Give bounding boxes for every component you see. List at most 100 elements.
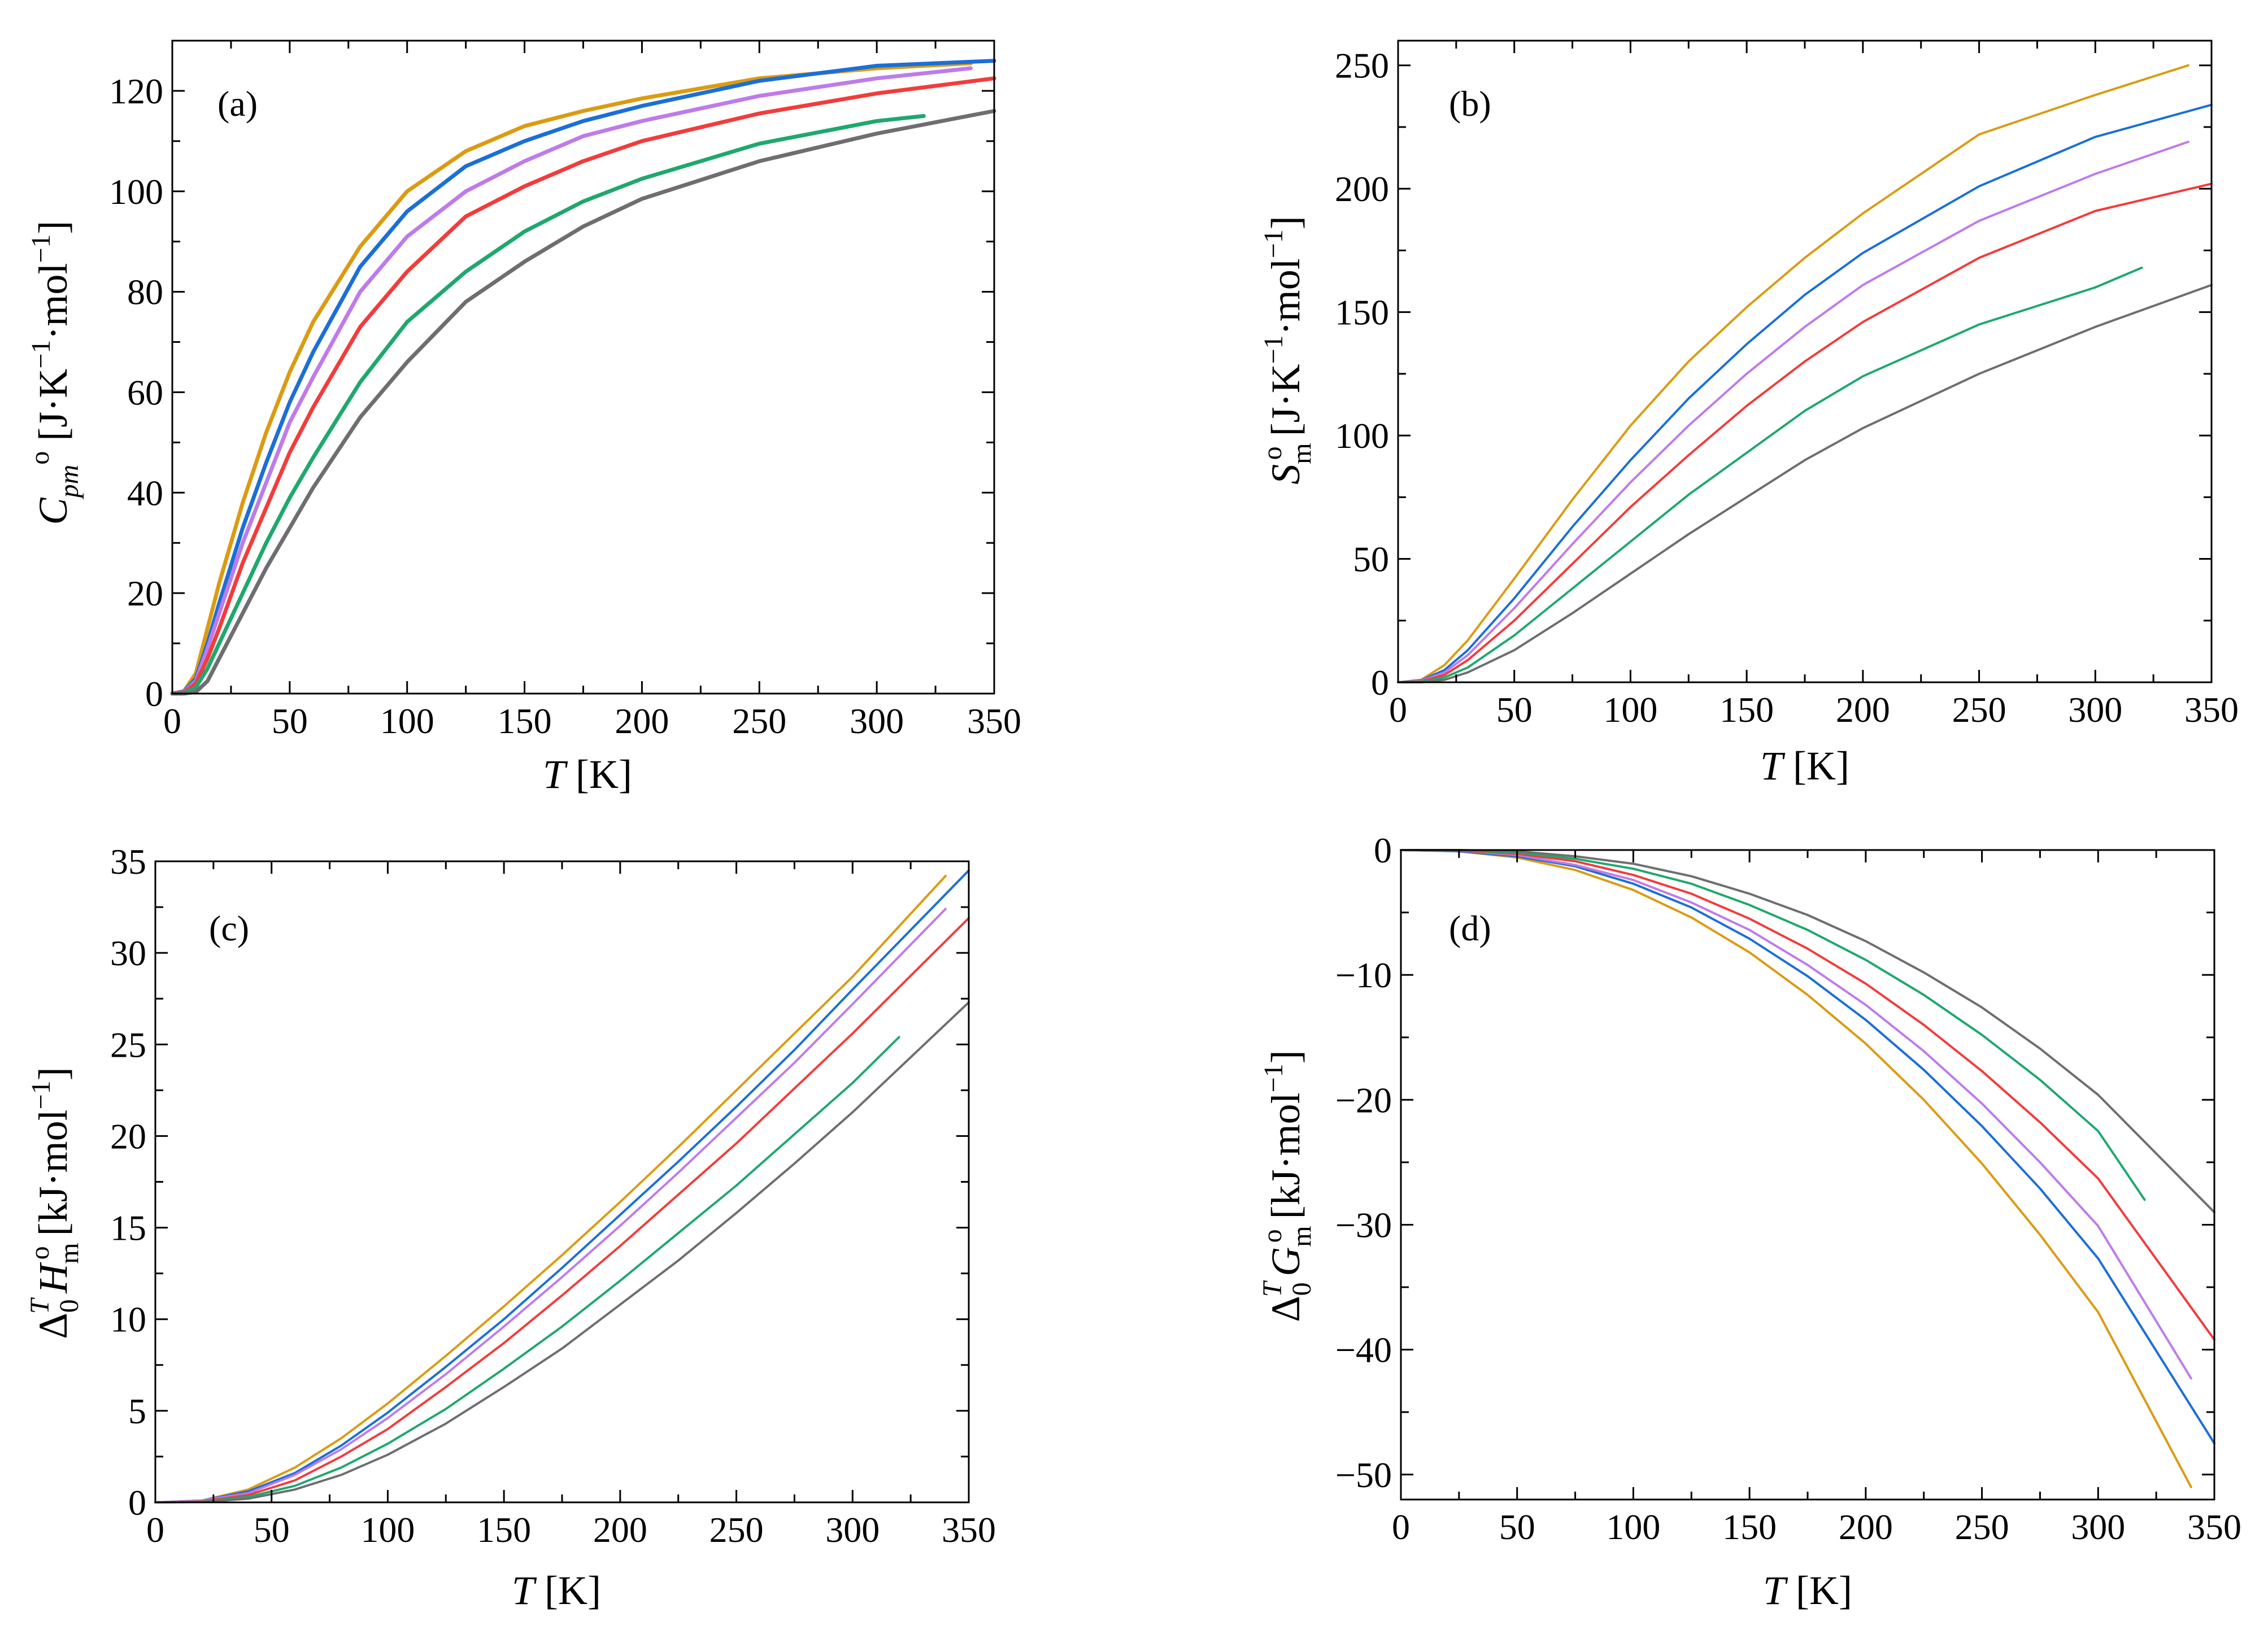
y-tick-label: 20 bbox=[110, 1116, 146, 1156]
series-line-d-gray bbox=[1400, 849, 2215, 1214]
series-line-d-red bbox=[1400, 849, 2215, 1341]
x-tick-label: 100 bbox=[360, 1510, 415, 1550]
y-tick-label: 0 bbox=[1371, 663, 1389, 703]
x-tick-label: 100 bbox=[1606, 1507, 1660, 1547]
x-tick-label: 50 bbox=[1496, 690, 1533, 730]
y-tick-label: 20 bbox=[127, 573, 163, 613]
x-tick-label: 200 bbox=[615, 701, 669, 741]
series-line-b-red bbox=[1397, 182, 2213, 683]
series-line-c-gray bbox=[154, 1001, 970, 1503]
x-tick-label: 250 bbox=[1955, 1507, 2009, 1547]
ticks-d: 0 50 100 150 200 250 300 350 0 −10 −20 −30 −40 −50 bbox=[1335, 830, 2241, 1547]
series-line-b-blue bbox=[1397, 103, 2213, 683]
y-tick-label: 15 bbox=[110, 1208, 146, 1248]
x-tick-label: 0 bbox=[163, 701, 181, 741]
x-tick-label: 0 bbox=[146, 1510, 164, 1550]
x-tick-label: 350 bbox=[2184, 690, 2239, 730]
y-tick-label: 0 bbox=[128, 1483, 146, 1523]
y-tick-label: −10 bbox=[1335, 955, 1392, 995]
x-tick-label: 300 bbox=[2071, 1507, 2125, 1547]
series-line-d-orange bbox=[1400, 849, 2192, 1488]
x-tick-label: 300 bbox=[825, 1510, 880, 1550]
y-tick-label: −20 bbox=[1335, 1080, 1392, 1120]
series-line-c-red bbox=[154, 917, 970, 1503]
x-axis-label-c: T [K] bbox=[512, 1568, 601, 1613]
x-tick-label: 0 bbox=[1389, 690, 1407, 730]
series-line-d-green bbox=[1400, 849, 2146, 1201]
y-tick-label: −40 bbox=[1335, 1330, 1392, 1370]
y-axis-label-d: Δ0TGmo [kJ·mol−1] bbox=[1257, 1050, 1317, 1322]
series-line-a-violet bbox=[170, 66, 973, 696]
series-line-a-blue bbox=[170, 59, 996, 696]
x-tick-label: 250 bbox=[709, 1510, 764, 1550]
series-line-c-violet bbox=[154, 908, 947, 1503]
chart-panel-a: (a) 0 50 100 150 200 250 300 350 0 20 40 60 80 100 120… bbox=[25, 40, 1021, 797]
chart-panel-c: (c) 0 50 100 150 200 250 300 35005101520253035 … bbox=[25, 842, 996, 1613]
y-tick-label: 100 bbox=[1335, 416, 1389, 456]
y-tick-label: 30 bbox=[110, 933, 146, 973]
x-tick-label: 200 bbox=[1836, 690, 1890, 730]
x-tick-label: 100 bbox=[1603, 690, 1657, 730]
panel-label-a: (a) bbox=[217, 84, 258, 124]
ticks-c: 0 50 100 150 200 250 300 350 0 5 10 15 20 25 30 35 bbox=[110, 842, 996, 1550]
y-axis-label-b: Smo [J·K−1·mol−1] bbox=[1257, 216, 1317, 484]
x-tick-label: 50 bbox=[254, 1510, 290, 1550]
series-line-c-orange bbox=[154, 874, 947, 1503]
x-tick-label: 100 bbox=[380, 701, 434, 741]
y-tick-label: 150 bbox=[1335, 293, 1389, 333]
x-tick-label: 250 bbox=[732, 701, 786, 741]
y-tick-label: −50 bbox=[1335, 1455, 1392, 1495]
series-line-c-blue bbox=[154, 869, 970, 1503]
plot-frame-b bbox=[1397, 40, 2213, 683]
series-group-a bbox=[170, 59, 996, 696]
series-line-b-green bbox=[1397, 267, 2143, 683]
x-tick-label: 350 bbox=[2187, 1507, 2241, 1547]
series-line-b-gray bbox=[1397, 284, 2213, 683]
x-axis-label-b: T [K] bbox=[1760, 743, 1849, 788]
series-line-b-violet bbox=[1397, 141, 2189, 683]
series-line-a-red bbox=[170, 76, 996, 696]
series-line-a-gray bbox=[170, 109, 996, 696]
y-tick-label: 0 bbox=[1374, 830, 1392, 870]
y-tick-label: 200 bbox=[1335, 169, 1389, 209]
x-tick-label: 0 bbox=[1392, 1507, 1410, 1547]
x-tick-label: 300 bbox=[2068, 690, 2122, 730]
y-tick-label: 0 bbox=[145, 674, 163, 714]
y-tick-label: 80 bbox=[127, 272, 163, 312]
panel-label-d: (d) bbox=[1449, 908, 1491, 948]
plot-frame-c bbox=[154, 860, 970, 1503]
y-tick-label: 10 bbox=[110, 1300, 146, 1340]
y-axis-label-c: Δ0THmo [kJ·mol−1] bbox=[25, 1067, 84, 1339]
panel-label-b: (b) bbox=[1449, 84, 1491, 124]
panel-label-c: (c) bbox=[209, 908, 249, 948]
y-tick-label: 5 bbox=[128, 1391, 146, 1431]
series-group-d bbox=[1400, 849, 2215, 1488]
series-line-d-violet bbox=[1400, 849, 2192, 1380]
series-line-c-green bbox=[154, 1036, 900, 1503]
series-line-a-green bbox=[170, 114, 926, 696]
x-tick-label: 200 bbox=[1839, 1507, 1893, 1547]
y-tick-label: 100 bbox=[109, 172, 163, 212]
y-tick-label: 40 bbox=[127, 473, 163, 513]
series-group-b bbox=[1397, 64, 2213, 683]
y-tick-label: 50 bbox=[1353, 539, 1389, 579]
ticks-b: 0 50 100 150 200 250 300 350 0 50 100 150 200 250 bbox=[1335, 41, 2239, 730]
x-tick-label: 250 bbox=[1952, 690, 2006, 730]
ticks-a: 0 50 100 150 200 250 300 350 0 20 40 60 80 100 120 bbox=[109, 41, 1021, 741]
plot-frame-a bbox=[171, 40, 995, 695]
x-tick-label: 350 bbox=[967, 701, 1021, 741]
series-line-a-orange bbox=[170, 61, 973, 696]
chart-panel-d: (d) 0 50 100 150 200 250 300 350 0 −10 −20 −30 −40 −5… bbox=[1257, 830, 2241, 1613]
x-tick-label: 150 bbox=[1719, 690, 1774, 730]
x-tick-label: 300 bbox=[850, 701, 904, 741]
series-line-b-orange bbox=[1397, 64, 2189, 683]
chart-panel-b: (b) 0 50 100 150 200 250 300 350 0 50 100 150 200 250… bbox=[1257, 40, 2239, 788]
y-tick-label: 120 bbox=[109, 71, 163, 111]
x-axis-label-d: T [K] bbox=[1763, 1568, 1852, 1613]
series-group-c bbox=[154, 869, 970, 1503]
y-tick-label: 25 bbox=[110, 1025, 146, 1065]
y-axis-label-a: Cpmo [J·K−1·mol−1] bbox=[25, 221, 84, 525]
y-tick-label: 35 bbox=[110, 842, 146, 882]
x-axis-label-a: T [K] bbox=[543, 752, 632, 797]
